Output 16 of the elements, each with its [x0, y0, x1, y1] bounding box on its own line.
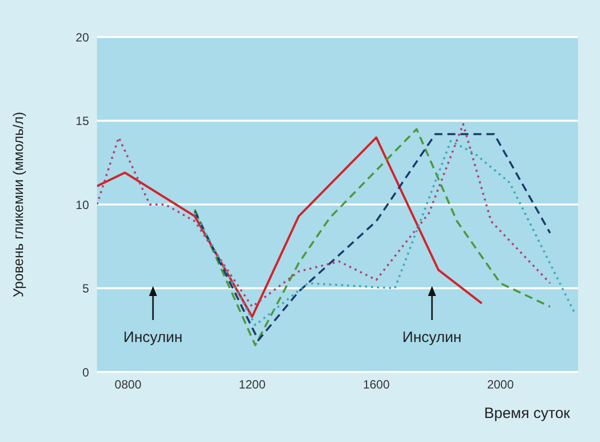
annotation: Инсулин — [123, 329, 183, 346]
y-tick-label: 20 — [76, 30, 90, 44]
line-series — [194, 140, 576, 326]
y-tick-label: 0 — [82, 365, 90, 380]
annotation: Инсулин — [402, 329, 462, 346]
x-tick-label: 2000 — [487, 378, 514, 392]
x-tick-label: 1200 — [238, 378, 266, 392]
y-tick-label: 15 — [76, 114, 90, 128]
line-series — [97, 123, 552, 308]
x-tick-label: 1600 — [362, 378, 390, 392]
y-axis-title: Уровень гликемии (ммоль/л) — [10, 112, 26, 298]
y-tick-label: 5 — [82, 282, 90, 296]
x-tick-label: 0800 — [114, 378, 142, 392]
x-axis-title: Время суток — [484, 405, 570, 422]
y-tick-label: 10 — [76, 198, 90, 212]
line-series — [97, 136, 483, 318]
